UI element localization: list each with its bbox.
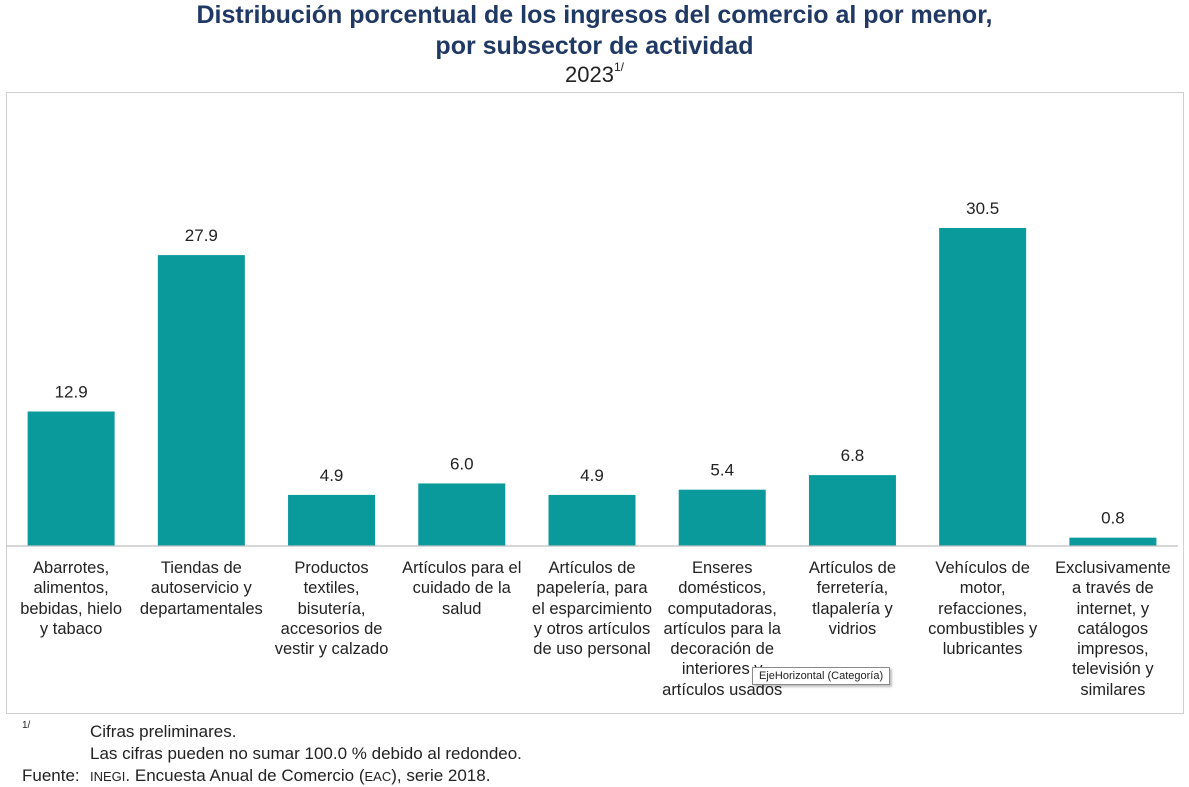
data-label-5: 4.9 [580,466,604,485]
category-label-7: Artículos de ferretería, tlapalería y vi… [808,559,896,638]
bar-2[interactable] [157,255,245,546]
category-label-6: Enseres domésticos, computadoras, artícu… [662,559,783,699]
bar-9[interactable] [1069,537,1157,546]
data-label-4: 6.0 [450,454,474,473]
data-label-6: 5.4 [710,461,734,480]
bar-7[interactable] [808,475,896,546]
footnote-line1: Cifras preliminares. [90,722,237,741]
data-label-8: 30.5 [966,199,999,218]
chart-subtitle-year: 20231/ [0,60,1189,88]
year-text: 2023 [565,62,614,87]
category-label-8: Vehículos de motor, refacciones, combust… [928,559,1038,659]
category-label-9: Exclusivamente a través de internet, y c… [1055,559,1171,699]
category-label-3: Productos textiles, bisutería, accesorio… [274,559,389,659]
bar-4[interactable] [418,483,506,546]
bar-3[interactable] [288,494,376,546]
axis-tooltip: EjeHorizontal (Categoría) [752,667,891,685]
data-label-2: 27.9 [185,226,218,245]
category-label-1: Abarrotes, alimentos, bebidas, hielo y t… [20,559,123,638]
chart-title-line1: Distribución porcentual de los ingresos … [196,1,993,29]
footnote-mark: 1/ [22,720,31,731]
data-label-1: 12.9 [55,383,88,402]
category-label-2: Tiendas de autoservicio y departamentale… [139,559,263,618]
source-text-b: ), serie 2018. [391,766,491,785]
source-label: Fuente: [22,766,80,785]
bar-6[interactable] [678,489,766,546]
chart-area[interactable] [6,92,1184,714]
source-org: INEGI [90,769,126,784]
bar-5[interactable] [548,494,636,546]
source-text: INEGI. Encuesta Anual de Comercio (EAC),… [90,766,490,786]
data-label-3: 4.9 [320,466,344,485]
data-label-7: 6.8 [841,446,865,465]
bar-1[interactable] [27,411,115,546]
year-note-mark: 1/ [613,60,624,74]
footnote-line2: Las cifras pueden no sumar 100.0 % debid… [90,744,522,763]
source-text-a: . Encuesta Anual de Comercio ( [125,766,365,785]
category-label-5: Artículos de papelería, para el esparcim… [531,559,653,659]
bar-8[interactable] [939,228,1027,546]
chart-title-line2: por subsector de actividad [435,32,754,60]
category-label-4: Artículos para el cuidado de la salud [402,559,522,618]
data-label-9: 0.8 [1101,509,1125,528]
source-abbr: EAC [364,769,392,784]
